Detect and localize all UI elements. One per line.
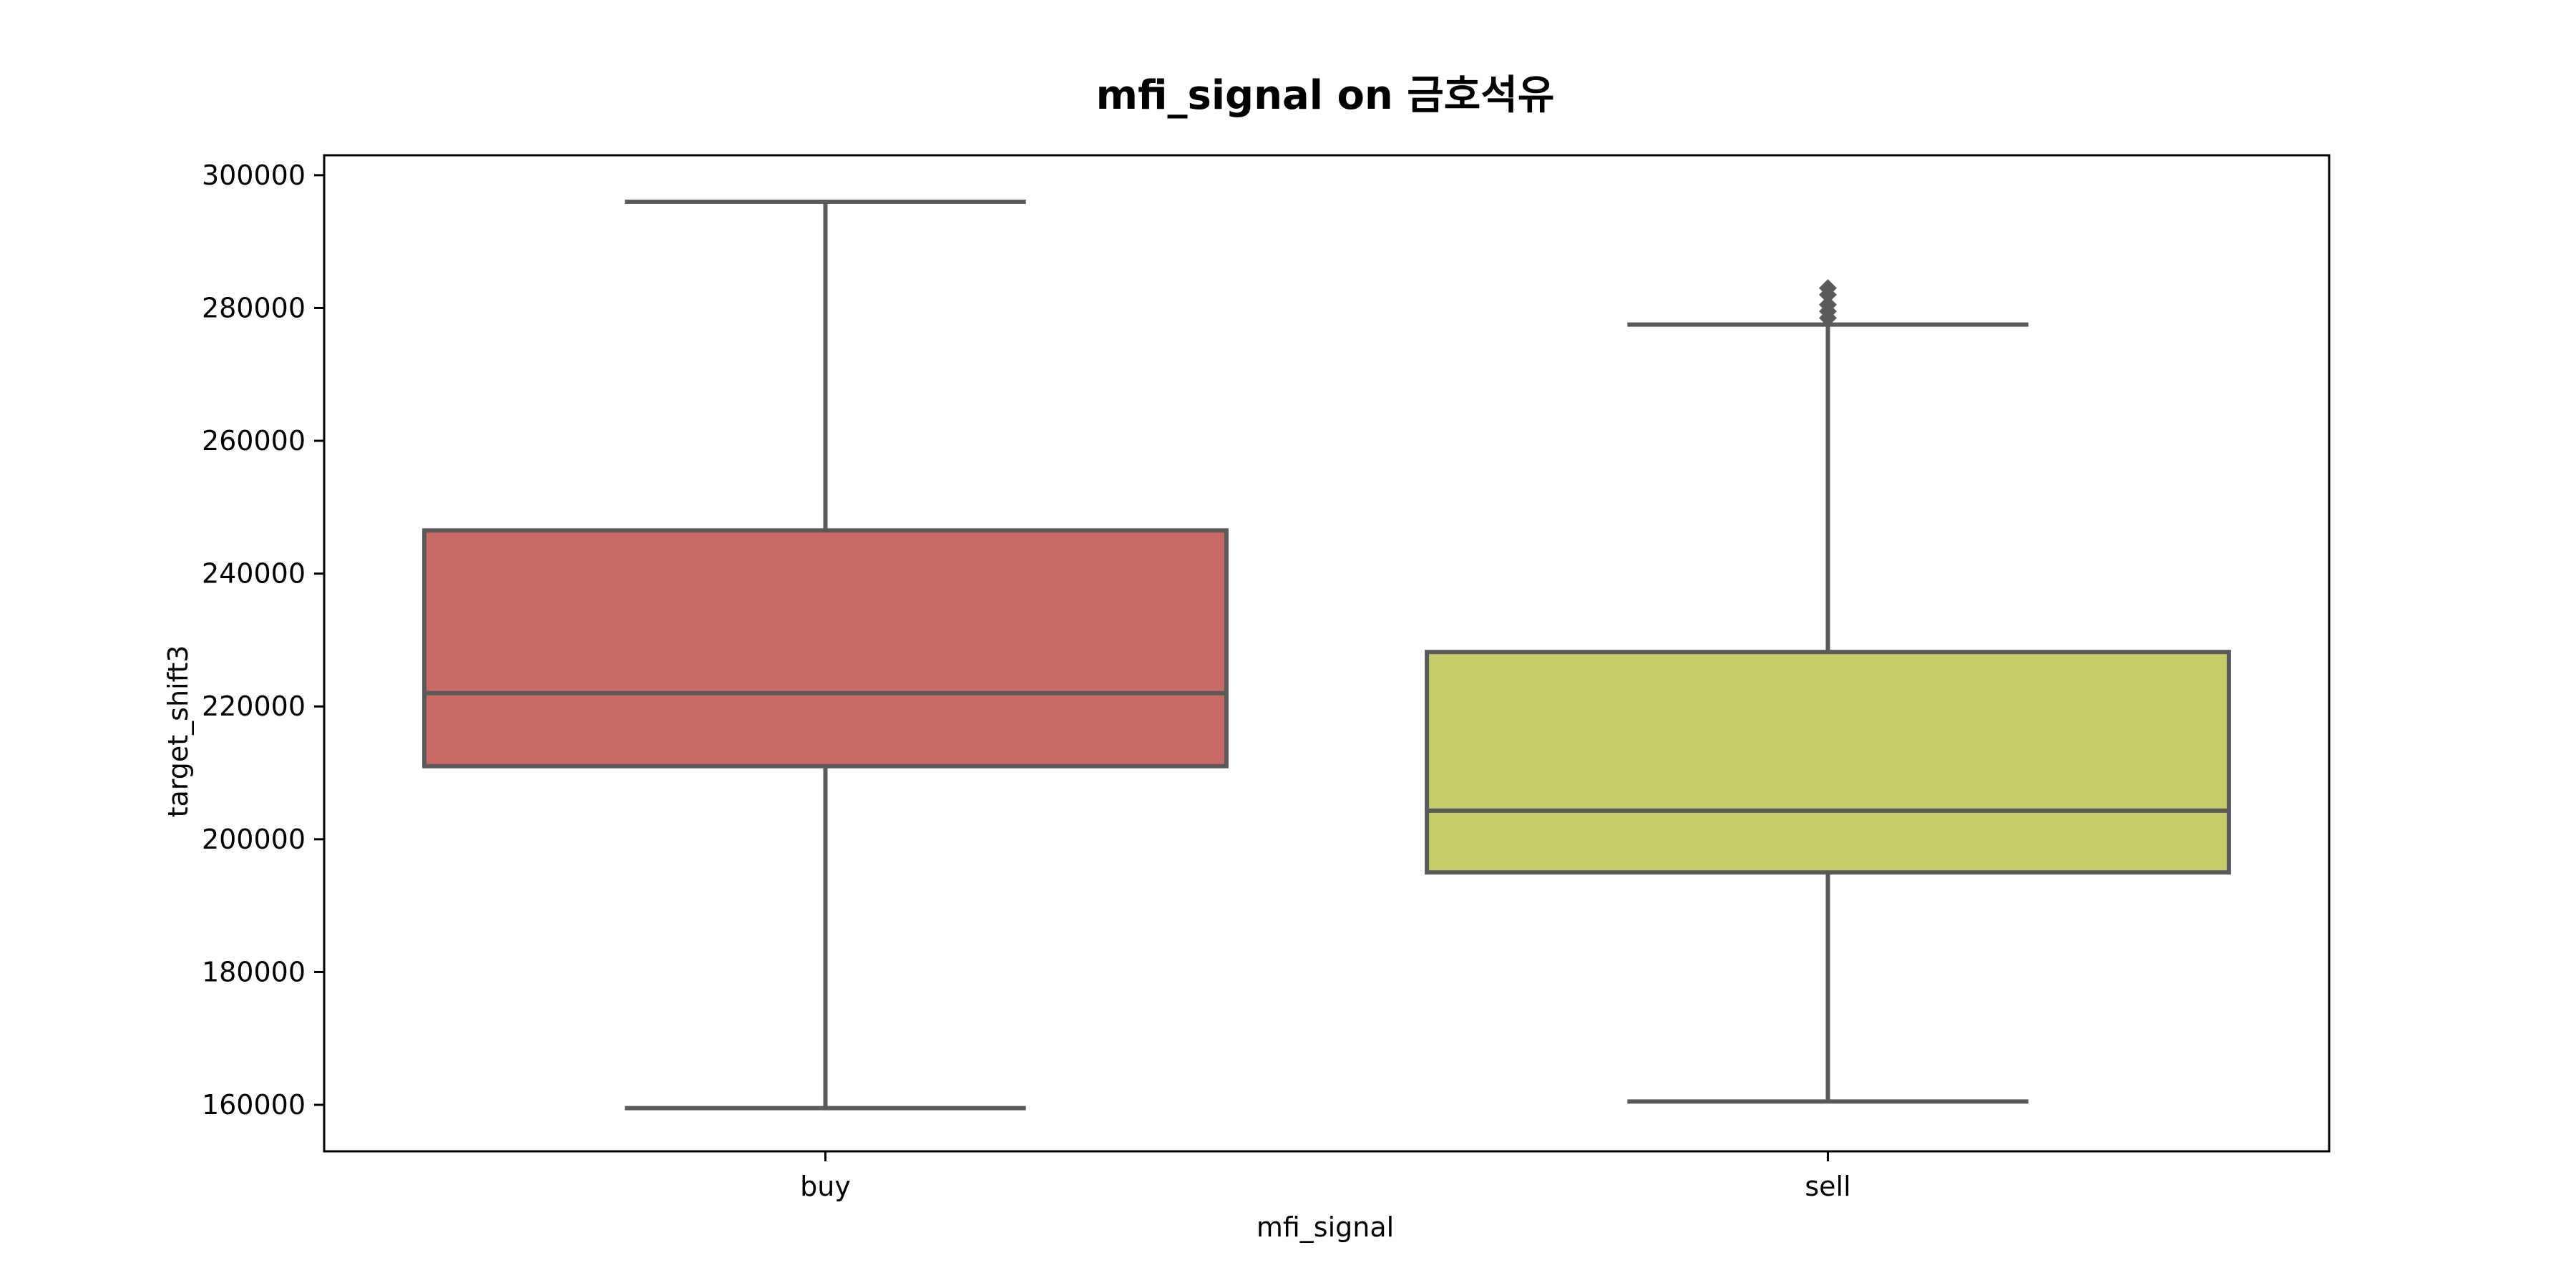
y-tick-label: 280000 bbox=[202, 292, 306, 323]
plot-area: 160000 180000 200000 220000 240000 260000 2800… bbox=[202, 154, 2331, 1202]
box-group-buy bbox=[422, 199, 1229, 1111]
x-tick-label-buy: buy bbox=[800, 1171, 851, 1202]
y-tick-label: 160000 bbox=[202, 1089, 306, 1121]
outlier-point bbox=[1819, 279, 1837, 298]
y-tick-label: 220000 bbox=[202, 691, 306, 722]
y-tick-label: 300000 bbox=[202, 160, 306, 191]
x-axis-label: mfi_signal bbox=[1257, 1211, 1394, 1243]
y-tick-label: 240000 bbox=[202, 558, 306, 590]
y-tick-label: 180000 bbox=[202, 956, 306, 987]
outlier-point bbox=[1819, 296, 1837, 314]
plot-frame bbox=[323, 154, 2331, 1153]
y-tick-label: 260000 bbox=[202, 425, 306, 457]
box-group-sell bbox=[1425, 279, 2231, 1104]
box-sell bbox=[1425, 650, 2231, 875]
y-tick-label: 200000 bbox=[202, 824, 306, 855]
chart-title: mfi_signal on 금호석유 bbox=[1096, 72, 1555, 119]
x-tick-label-sell: sell bbox=[1805, 1171, 1850, 1202]
y-axis-label: target_shift3 bbox=[162, 645, 194, 818]
box-buy bbox=[422, 528, 1229, 769]
